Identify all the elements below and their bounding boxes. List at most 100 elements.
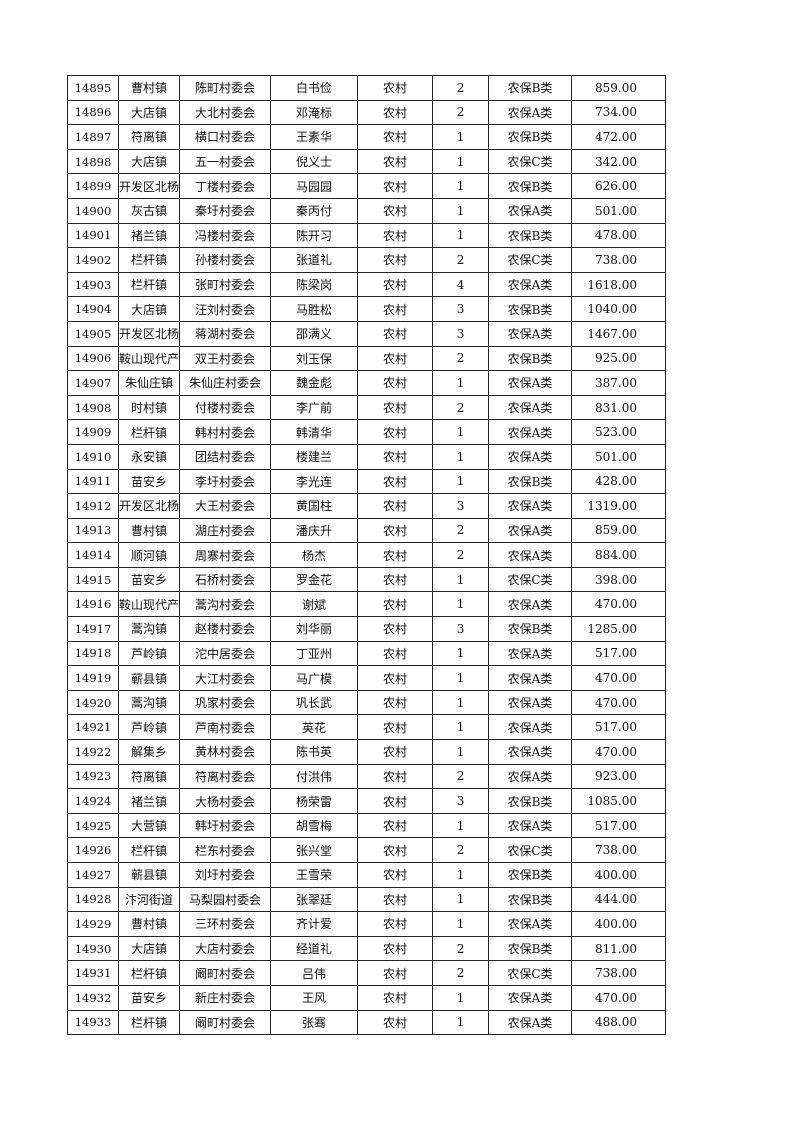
row-id-cell: 14921 (67, 714, 119, 741)
insurance-class-cell: 农保A类 (488, 542, 573, 568)
area-type-cell: 农村 (357, 345, 434, 372)
person-name-cell: 陈开习 (270, 222, 359, 249)
household-count-cell: 3 (432, 616, 490, 642)
table-row: 14905 开发区北杨 蒋湖村委会 邵满义 农村 3 农保A类 1467.00 (67, 320, 667, 347)
household-count-cell: 2 (432, 935, 490, 962)
row-id-cell: 14926 (67, 837, 119, 863)
person-name-cell: 李光连 (270, 468, 359, 495)
area-type-cell: 农村 (357, 271, 434, 298)
area-type-cell: 农村 (357, 665, 434, 691)
township-cell: 灰古镇 (117, 197, 181, 224)
township-cell: 栏杆镇 (117, 837, 181, 863)
table-row: 14921 芦岭镇 芦南村委会 英花 农村 1 农保A类 517.00 (67, 714, 667, 741)
table-row: 14915 苗安乡 石桥村委会 罗金花 农村 1 农保C类 398.00 (67, 566, 667, 593)
table-row: 14913 曹村镇 湖庄村委会 潘庆升 农村 2 农保A类 859.00 (67, 517, 667, 544)
person-name-cell: 马胜松 (270, 296, 359, 322)
village-committee-cell: 阚町村委会 (179, 1009, 272, 1036)
table-row: 14909 栏杆镇 韩村村委会 韩清华 农村 1 农保A类 523.00 (67, 419, 667, 445)
insurance-class-cell: 农保A类 (488, 640, 573, 667)
village-committee-cell: 新庄村委会 (179, 984, 272, 1011)
amount-cell: 1285.00 (571, 616, 667, 642)
person-name-cell: 经道礼 (270, 935, 359, 962)
amount-cell: 517.00 (571, 812, 667, 839)
township-cell: 开发区北杨 (117, 493, 181, 519)
table-row: 14899 开发区北杨 丁楼村委会 马园园 农村 1 农保B类 626.00 (67, 173, 667, 199)
insurance-class-cell: 农保A类 (488, 443, 573, 470)
person-name-cell: 楼建兰 (270, 443, 359, 470)
insurance-class-cell: 农保A类 (488, 99, 573, 126)
area-type-cell: 农村 (357, 812, 434, 839)
insurance-class-cell: 农保B类 (488, 886, 573, 913)
insurance-class-cell: 农保A类 (488, 271, 573, 298)
amount-cell: 884.00 (571, 542, 667, 568)
area-type-cell: 农村 (357, 960, 434, 986)
township-cell: 栏杆镇 (117, 271, 181, 298)
row-id-cell: 14897 (67, 124, 119, 150)
area-type-cell: 农村 (357, 935, 434, 962)
insurance-class-cell: 农保B类 (488, 935, 573, 962)
household-count-cell: 1 (432, 124, 490, 150)
area-type-cell: 农村 (357, 714, 434, 741)
row-id-cell: 14901 (67, 222, 119, 249)
person-name-cell: 黄国柱 (270, 493, 359, 519)
township-cell: 芦岭镇 (117, 714, 181, 741)
table-row: 14914 顺河镇 周寨村委会 杨杰 农村 2 农保A类 884.00 (67, 542, 667, 568)
person-name-cell: 潘庆升 (270, 517, 359, 544)
amount-cell: 923.00 (571, 763, 667, 790)
insurance-class-cell: 农保B类 (488, 788, 573, 814)
table-row: 14902 栏杆镇 孙楼村委会 张道礼 农村 2 农保C类 738.00 (67, 247, 667, 273)
table-row: 14907 朱仙庄镇 朱仙庄村委会 魏金彪 农村 1 农保A类 387.00 (67, 370, 667, 396)
village-committee-cell: 黄林村委会 (179, 739, 272, 765)
insurance-class-cell: 农保A类 (488, 739, 573, 765)
township-cell: 朱仙庄镇 (117, 370, 181, 396)
township-cell: 时村镇 (117, 394, 181, 421)
person-name-cell: 丁亚州 (270, 640, 359, 667)
insurance-class-cell: 农保B类 (488, 345, 573, 372)
person-name-cell: 陈梁岗 (270, 271, 359, 298)
amount-cell: 1085.00 (571, 788, 667, 814)
person-name-cell: 谢斌 (270, 591, 359, 618)
household-count-cell: 4 (432, 271, 490, 298)
amount-cell: 925.00 (571, 345, 667, 372)
township-cell: 大店镇 (117, 148, 181, 175)
household-count-cell: 2 (432, 345, 490, 372)
household-count-cell: 1 (432, 468, 490, 495)
table-row: 14927 蕲县镇 刘圩村委会 王雪荣 农村 1 农保B类 400.00 (67, 862, 667, 888)
township-cell: 蕲县镇 (117, 862, 181, 888)
township-cell: 栏杆镇 (117, 1009, 181, 1036)
village-committee-cell: 马梨园村委会 (179, 886, 272, 913)
area-type-cell: 农村 (357, 320, 434, 347)
household-count-cell: 1 (432, 419, 490, 445)
area-type-cell: 农村 (357, 99, 434, 126)
village-committee-cell: 大江村委会 (179, 665, 272, 691)
amount-cell: 400.00 (571, 862, 667, 888)
township-cell: 大店镇 (117, 296, 181, 322)
person-name-cell: 付洪伟 (270, 763, 359, 790)
amount-cell: 470.00 (571, 739, 667, 765)
household-count-cell: 2 (432, 394, 490, 421)
area-type-cell: 农村 (357, 493, 434, 519)
amount-cell: 387.00 (571, 370, 667, 396)
row-id-cell: 14914 (67, 542, 119, 568)
area-type-cell: 农村 (357, 75, 434, 101)
township-cell: 苗安乡 (117, 468, 181, 495)
village-committee-cell: 韩村村委会 (179, 419, 272, 445)
table-row: 14926 栏杆镇 栏东村委会 张兴堂 农村 2 农保C类 738.00 (67, 837, 667, 863)
table-row: 14924 褚兰镇 大杨村委会 杨荣雷 农村 3 农保B类 1085.00 (67, 788, 667, 814)
insurance-class-cell: 农保A类 (488, 493, 573, 519)
township-cell: 蕲县镇 (117, 665, 181, 691)
insurance-class-cell: 农保A类 (488, 714, 573, 741)
household-count-cell: 2 (432, 75, 490, 101)
household-count-cell: 1 (432, 911, 490, 937)
insurance-class-cell: 农保C类 (488, 837, 573, 863)
village-committee-cell: 团结村委会 (179, 443, 272, 470)
township-cell: 芦岭镇 (117, 640, 181, 667)
area-type-cell: 农村 (357, 197, 434, 224)
person-name-cell: 刘玉保 (270, 345, 359, 372)
village-committee-cell: 石桥村委会 (179, 566, 272, 593)
area-type-cell: 农村 (357, 591, 434, 618)
table-row: 14929 曹村镇 三环村委会 齐计爱 农村 1 农保A类 400.00 (67, 911, 667, 937)
township-cell: 曹村镇 (117, 75, 181, 101)
table-row: 14932 苗安乡 新庄村委会 王风 农村 1 农保A类 470.00 (67, 984, 667, 1011)
village-committee-cell: 韩圩村委会 (179, 812, 272, 839)
